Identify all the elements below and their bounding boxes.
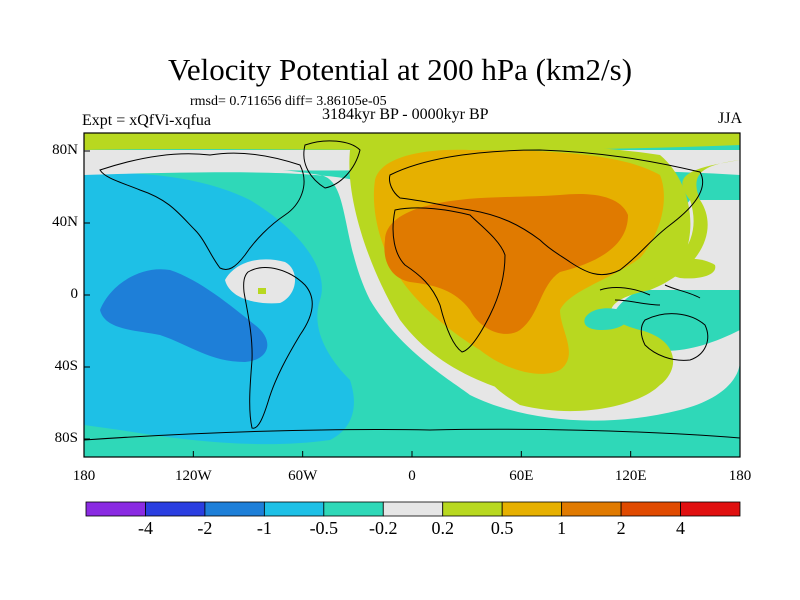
north-america-coast — [99, 152, 305, 270]
maritime-continent-coast — [599, 284, 701, 306]
colorbar-label: -0.2 — [369, 518, 398, 538]
antarctica-coast — [84, 428, 740, 441]
period-label: 3184kyr BP - 0000kyr BP — [322, 106, 489, 123]
colorbar-label: -1 — [256, 518, 272, 538]
africa-asia-maximum — [384, 194, 628, 334]
indian-ocean-patch — [584, 308, 629, 330]
africa-coast — [392, 207, 506, 353]
australia-coast — [640, 313, 709, 361]
colorbar-swatch — [204, 501, 265, 517]
colorbar-swatch — [620, 501, 681, 517]
colombia-patch — [258, 288, 266, 294]
colorbar-swatch — [382, 501, 444, 517]
contour-fill-layer — [84, 133, 740, 457]
longitude-label: 120E — [614, 468, 647, 484]
colorbar-swatch — [323, 501, 384, 517]
colorbar-swatch — [442, 501, 503, 517]
colorbar-label: -0.5 — [309, 518, 339, 538]
colorbar-label: 0.5 — [490, 518, 514, 538]
peru-neutral-patch — [225, 259, 296, 304]
latitude-label: 40S — [54, 358, 78, 374]
eurasia-coast — [389, 149, 704, 275]
colorbar-label: 2 — [616, 518, 626, 538]
pacific-positive-patch — [664, 258, 716, 279]
colorbar-label: -2 — [197, 518, 213, 538]
colorbar — [85, 501, 741, 517]
longitude-label: 0 — [408, 468, 416, 484]
page-title: Velocity Potential at 200 hPa (km2/s) — [167, 52, 633, 87]
colorbar-swatch — [501, 501, 563, 517]
longitude-label: 120W — [174, 468, 212, 484]
longitude-label: 60E — [509, 468, 534, 484]
axis-ticks — [83, 150, 741, 457]
colorbar-swatch — [85, 501, 146, 517]
longitude-label: 60W — [288, 468, 318, 484]
pacific-minimum — [100, 269, 268, 362]
latitude-label: 80S — [54, 430, 78, 446]
latitude-label: 0 — [70, 286, 79, 302]
season-label: JJA — [718, 110, 743, 127]
latitude-label: 40N — [52, 214, 78, 230]
south-america-coast — [243, 267, 313, 429]
stats-label: rmsd= 0.711656 diff= 3.86105e-05 — [190, 94, 387, 109]
positive-ring — [84, 133, 740, 412]
greenland-coast — [303, 140, 361, 189]
colorbar-label: -4 — [137, 518, 153, 538]
colorbar-label: 0.2 — [431, 518, 454, 538]
colorbar-swatch — [145, 501, 206, 517]
colorbar-label: 4 — [676, 518, 686, 538]
coastlines — [84, 140, 740, 441]
colorbar-label: 1 — [557, 518, 567, 538]
latitude-label: 80N — [52, 142, 78, 158]
longitude-label: 180 — [728, 468, 752, 484]
colorbar-swatch — [263, 501, 325, 517]
experiment-label: Expt = xQfVi-xqfua — [82, 112, 211, 129]
colorbar-swatch — [680, 501, 741, 517]
colorbar-swatch — [561, 501, 622, 517]
longitude-label: 180 — [72, 468, 96, 484]
